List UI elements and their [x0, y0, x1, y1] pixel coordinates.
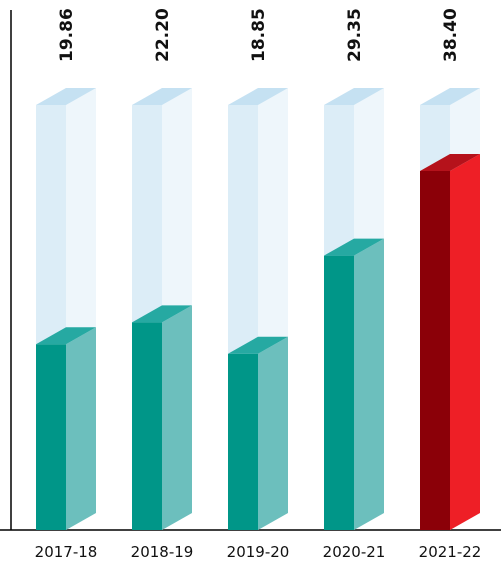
ghost-column-top	[36, 88, 96, 105]
labels-group: 19.86 2017-18 22.20 2018-19 18.85 2019-20 29.3…	[35, 8, 482, 561]
value-label: 19.86	[57, 8, 77, 62]
category-label: 2019-20	[227, 543, 290, 561]
bar-2018-19	[132, 88, 192, 530]
value-column-top	[36, 327, 96, 345]
value-column-side	[258, 336, 288, 530]
category-label: 2018-19	[131, 543, 194, 561]
bar-2021-22	[420, 88, 480, 530]
value-column-top	[420, 153, 480, 171]
value-column-top	[324, 238, 384, 256]
value-column-top	[228, 336, 288, 354]
category-label: 2020-21	[323, 543, 386, 561]
ghost-column-top	[324, 88, 384, 105]
value-column-front	[36, 344, 66, 530]
value-column-front	[228, 353, 258, 530]
bars-group	[36, 88, 480, 530]
value-column-front	[324, 255, 354, 530]
value-column-side	[66, 327, 96, 530]
ghost-column-top	[228, 88, 288, 105]
value-column-side	[162, 305, 192, 530]
value-label: 22.20	[153, 8, 173, 62]
ghost-column-top	[420, 88, 480, 105]
category-label: 2017-18	[35, 543, 98, 561]
value-label: 38.40	[441, 8, 461, 62]
value-label: 29.35	[345, 8, 365, 62]
category-label: 2021-22	[419, 543, 482, 561]
value-column-side	[450, 153, 480, 530]
value-column-side	[354, 238, 384, 530]
bar-2019-20	[228, 88, 288, 530]
bar-2017-18	[36, 88, 96, 530]
ghost-column-top	[132, 88, 192, 105]
value-column-front	[132, 322, 162, 530]
value-label: 18.85	[249, 8, 269, 62]
value-column-top	[132, 305, 192, 323]
bar-2020-21	[324, 88, 384, 530]
value-column-front	[420, 170, 450, 530]
